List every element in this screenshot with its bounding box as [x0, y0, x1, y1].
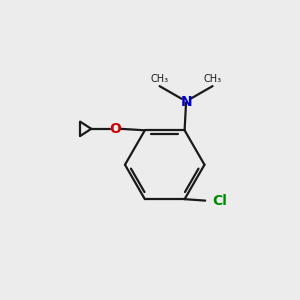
- Text: Cl: Cl: [213, 194, 227, 208]
- Text: O: O: [110, 122, 121, 136]
- Text: N: N: [180, 95, 192, 109]
- Text: CH₃: CH₃: [151, 74, 169, 84]
- Text: CH₃: CH₃: [203, 74, 222, 84]
